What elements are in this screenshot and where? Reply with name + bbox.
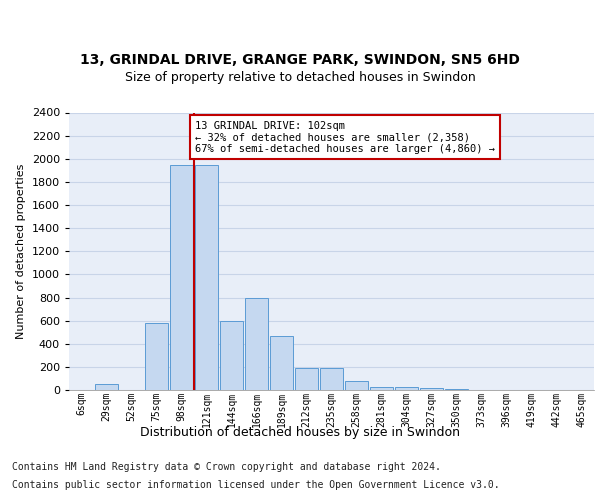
Bar bbox=[195, 164, 218, 390]
Bar bbox=[320, 368, 343, 390]
Bar bbox=[220, 320, 243, 390]
Bar bbox=[395, 387, 418, 390]
Text: 13 GRINDAL DRIVE: 102sqm
← 32% of detached houses are smaller (2,358)
67% of sem: 13 GRINDAL DRIVE: 102sqm ← 32% of detach… bbox=[195, 120, 495, 154]
Bar bbox=[345, 381, 368, 390]
Bar bbox=[420, 388, 443, 390]
Text: Distribution of detached houses by size in Swindon: Distribution of detached houses by size … bbox=[140, 426, 460, 439]
Bar bbox=[270, 336, 293, 390]
Bar bbox=[170, 164, 193, 390]
Text: Size of property relative to detached houses in Swindon: Size of property relative to detached ho… bbox=[125, 70, 475, 84]
Bar bbox=[95, 384, 118, 390]
Bar bbox=[245, 298, 268, 390]
Bar bbox=[370, 386, 393, 390]
Bar bbox=[295, 368, 318, 390]
Text: Contains HM Land Registry data © Crown copyright and database right 2024.: Contains HM Land Registry data © Crown c… bbox=[12, 462, 441, 472]
Text: 13, GRINDAL DRIVE, GRANGE PARK, SWINDON, SN5 6HD: 13, GRINDAL DRIVE, GRANGE PARK, SWINDON,… bbox=[80, 54, 520, 68]
Bar bbox=[145, 323, 168, 390]
Text: Contains public sector information licensed under the Open Government Licence v3: Contains public sector information licen… bbox=[12, 480, 500, 490]
Y-axis label: Number of detached properties: Number of detached properties bbox=[16, 164, 26, 339]
